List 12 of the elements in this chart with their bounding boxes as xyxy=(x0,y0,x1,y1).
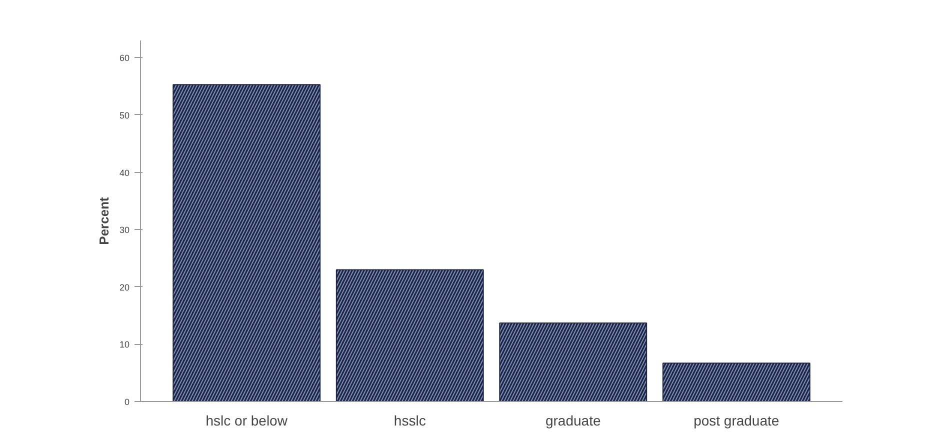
x-tick-label: hslc or below xyxy=(206,412,288,428)
y-tick-label: 40 xyxy=(119,168,130,178)
y-axis-title: Percent xyxy=(96,196,112,245)
x-tick-label: post graduate xyxy=(694,412,780,428)
y-tick-label: 0 xyxy=(124,397,130,407)
y-tick-label: 60 xyxy=(119,53,130,64)
x-tick-label: hsslc xyxy=(394,412,426,428)
x-tick-label: graduate xyxy=(545,412,601,428)
y-tick-label: 30 xyxy=(119,225,130,236)
y-tick-label: 10 xyxy=(119,340,130,350)
y-tick-label: 20 xyxy=(119,282,130,292)
y-tick-label: 50 xyxy=(119,110,130,120)
